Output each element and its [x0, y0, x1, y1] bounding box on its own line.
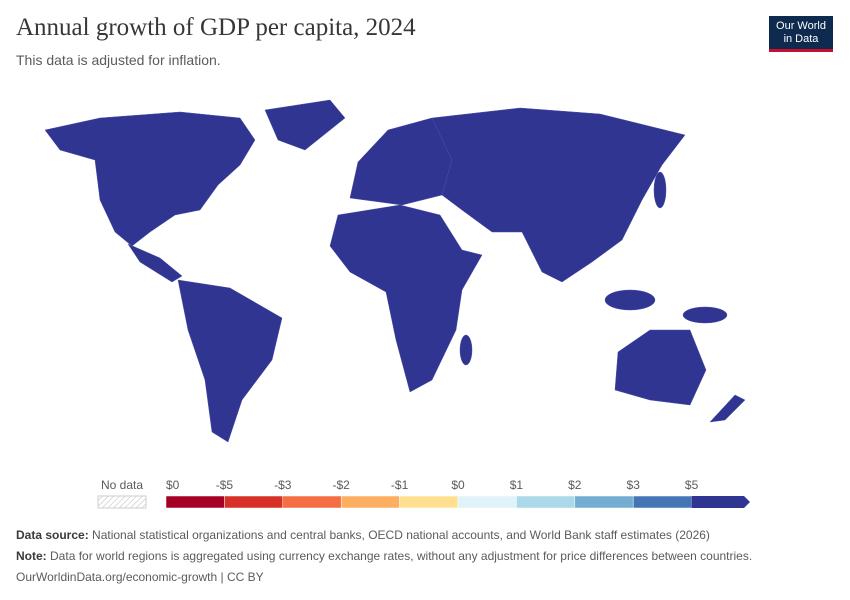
world-map [44, 99, 746, 443]
legend-bin [340, 495, 400, 509]
source: Data source: National statistical organi… [16, 528, 710, 542]
legend-bin [457, 495, 517, 509]
source-text: National statistical organizations and c… [92, 528, 710, 542]
legend-label: $2 [568, 478, 582, 492]
legend-label: -$2 [333, 478, 351, 492]
note-text: Data for world regions is aggregated usi… [50, 549, 753, 563]
japan [653, 171, 667, 209]
logo[interactable]: Our World in Data [769, 16, 833, 52]
asia [431, 107, 686, 283]
legend-bin [632, 495, 692, 509]
legend-label: -$3 [274, 478, 292, 492]
legend-bin [165, 495, 225, 509]
subtitle: This data is adjusted for inflation. [16, 52, 221, 68]
central-america [127, 243, 183, 283]
greenland [264, 99, 346, 151]
legend-bin [224, 495, 284, 509]
no-data-swatch [97, 495, 147, 509]
no-data-label: No data [101, 478, 143, 492]
legend-bin [516, 495, 576, 509]
legend-label: $1 [510, 478, 524, 492]
legend-bin [282, 495, 342, 509]
legend-label: $5 [685, 478, 699, 492]
indonesia [604, 289, 656, 311]
legend-label: $0 [451, 478, 465, 492]
legend-bin [399, 495, 459, 509]
legend-bin [574, 495, 634, 509]
legend-label: -$5 [216, 478, 234, 492]
north-america [44, 111, 256, 247]
legend: No data $0 -$5 -$3 -$2 -$1 $0 $1 $2 $3 $5 [97, 478, 750, 509]
south-america [177, 279, 283, 443]
legend-label: -$1 [391, 478, 409, 492]
url[interactable]: OurWorldinData.org/economic-growth | CC … [16, 570, 264, 584]
logo-line: Our World [776, 20, 826, 32]
legend-label: $3 [627, 478, 641, 492]
legend-bin [691, 496, 750, 508]
title: Annual growth of GDP per capita, 2024 [16, 14, 416, 41]
note: Note: Data for world regions is aggregat… [16, 549, 752, 563]
africa [329, 204, 483, 393]
logo-line: in Data [783, 33, 819, 45]
new-guinea [682, 306, 728, 324]
madagascar [459, 334, 473, 366]
note-label: Note: [16, 549, 47, 563]
new-zealand [709, 394, 746, 423]
australia [614, 329, 707, 406]
legend-label: $0 [166, 478, 180, 492]
europe [349, 117, 453, 206]
source-label: Data source: [16, 528, 89, 542]
